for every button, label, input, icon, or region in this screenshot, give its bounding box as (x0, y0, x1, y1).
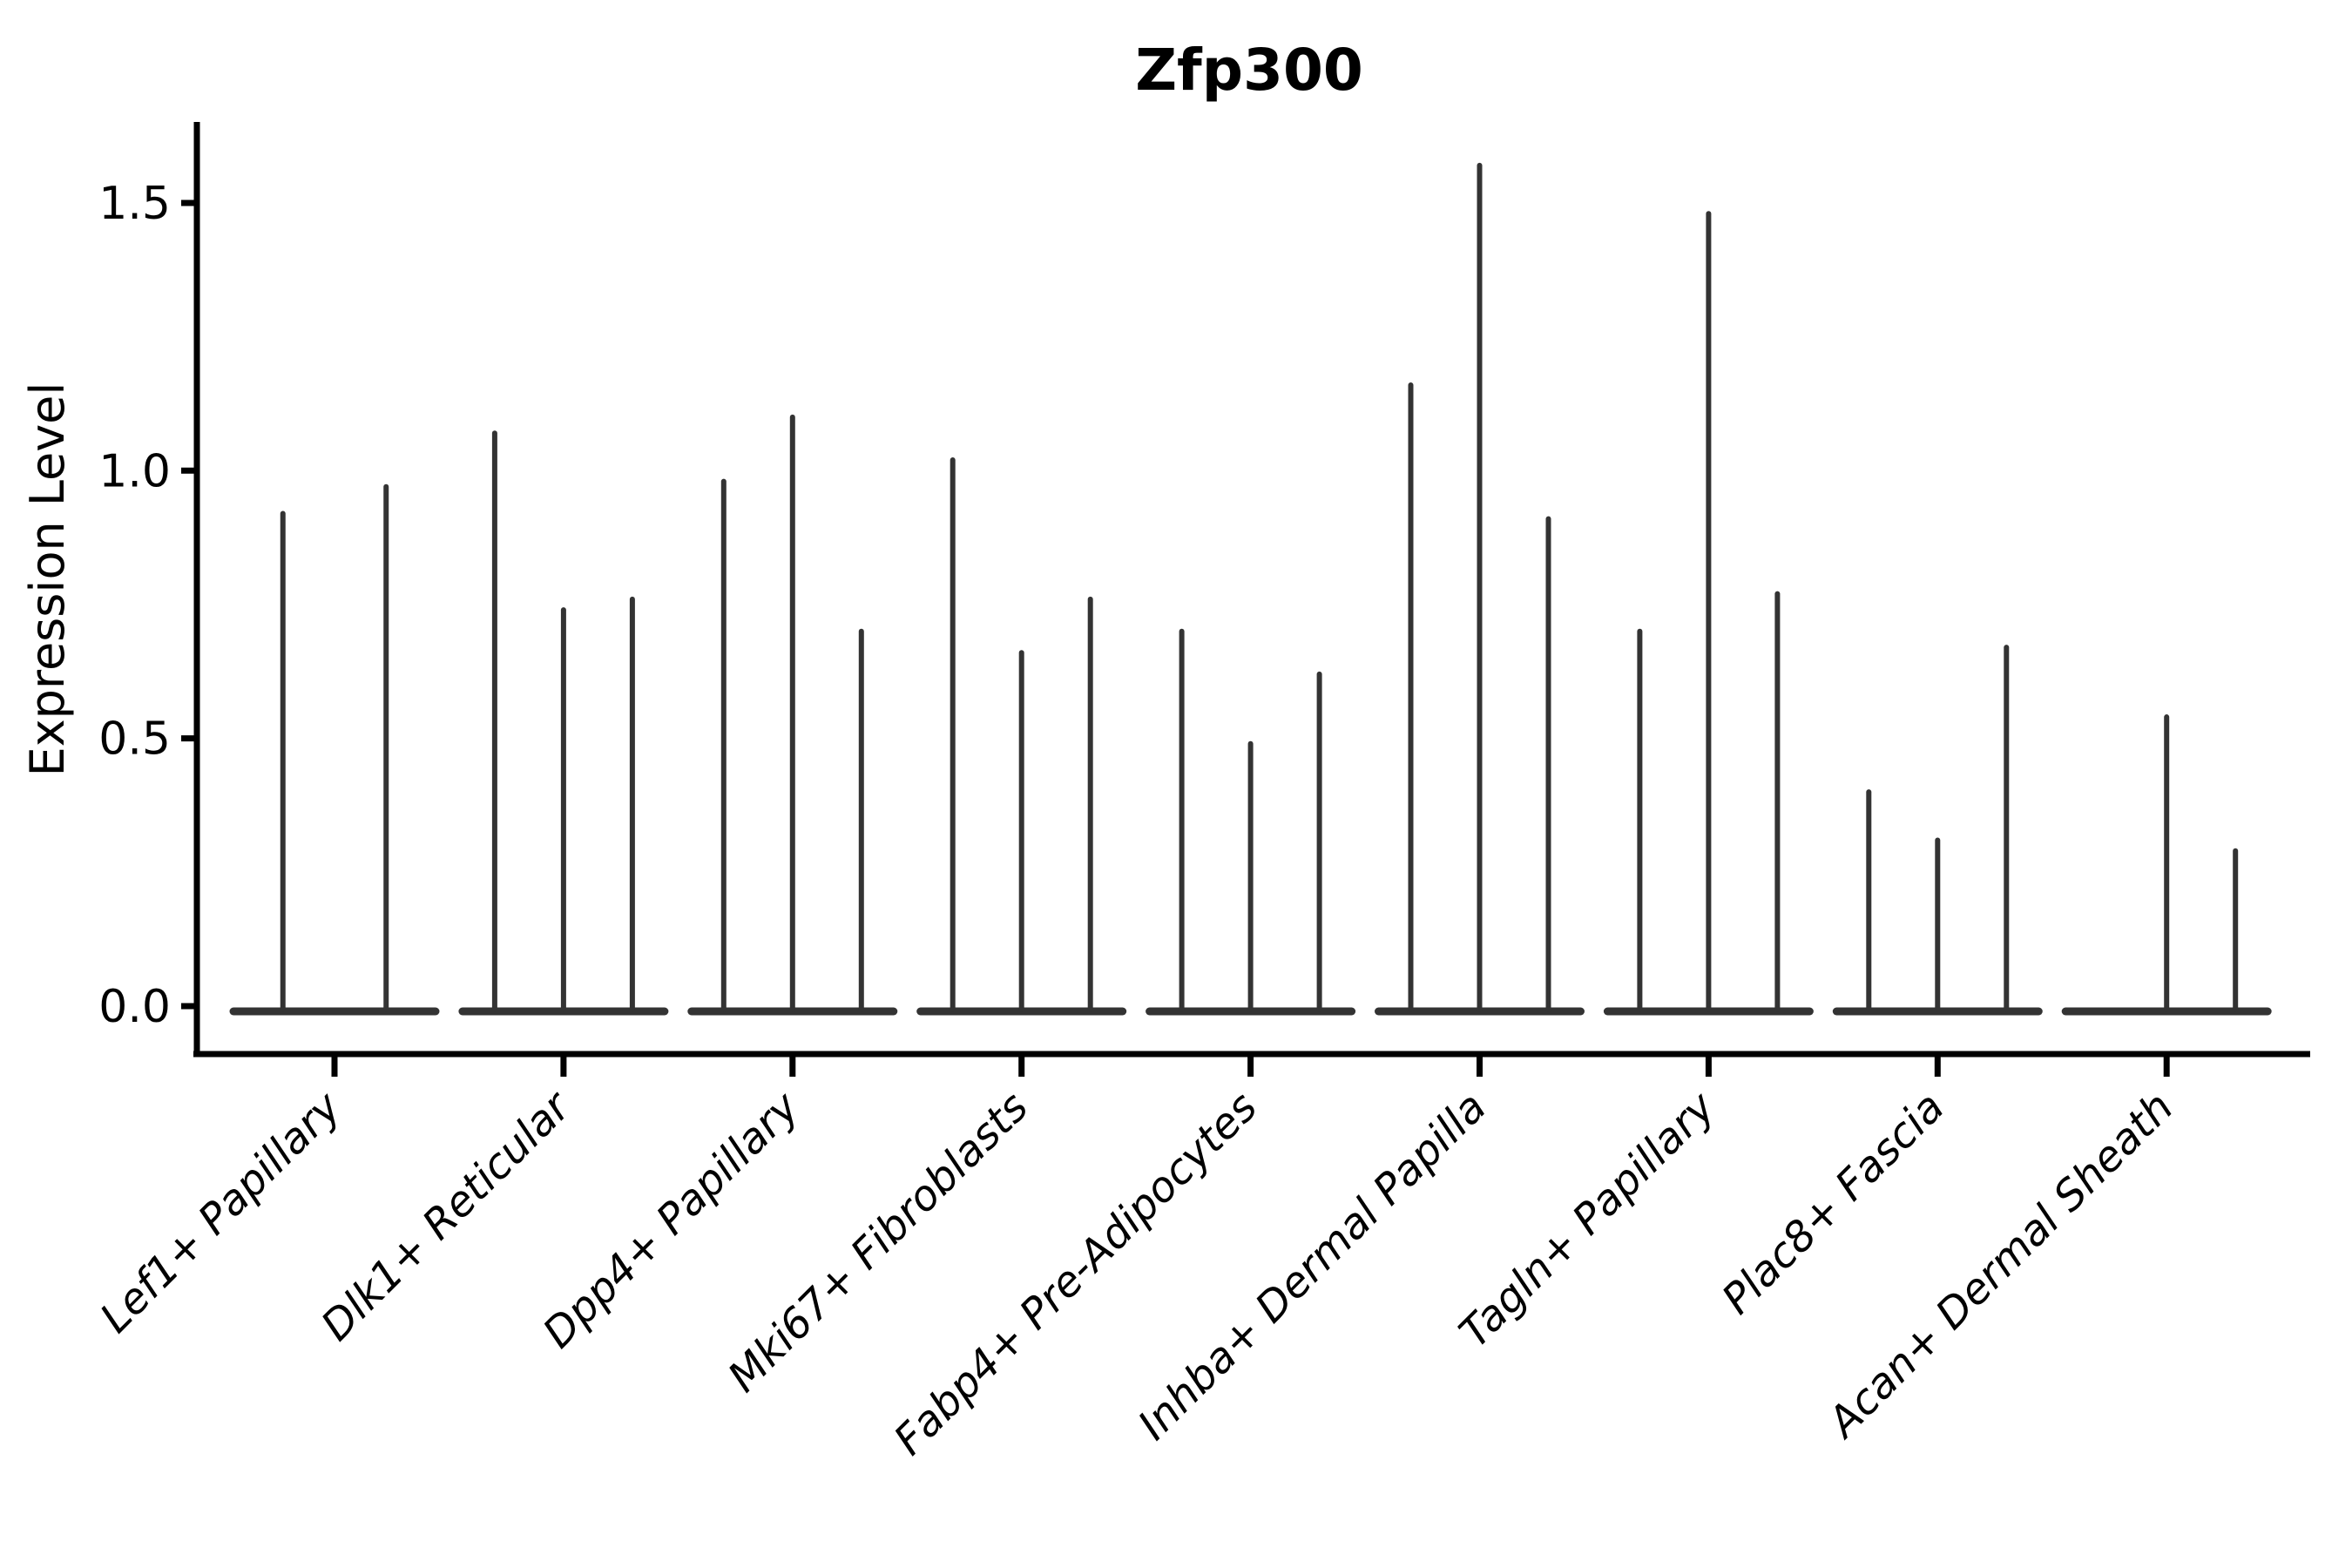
violin-group (1375, 162, 1585, 1016)
y-tick-label: 0.5 (98, 713, 171, 766)
violin-group (1832, 645, 2043, 1016)
violin-group (2061, 714, 2272, 1016)
violin-group (458, 430, 669, 1016)
violin-group (229, 483, 440, 1016)
y-axis-label: Expression Level (20, 382, 75, 777)
violin-group (1146, 628, 1356, 1016)
y-tick-label: 1.0 (98, 445, 171, 497)
y-tick-label: 1.5 (98, 178, 171, 230)
violin-group (916, 457, 1127, 1016)
violin-layer (229, 162, 2272, 1016)
axes-layer (181, 122, 2310, 1077)
y-tick-label: 0.0 (98, 981, 171, 1033)
violin-group (687, 414, 898, 1016)
violin-group (1603, 211, 1814, 1016)
violin-base (229, 1007, 440, 1016)
chart-title: Zfp300 (1135, 37, 1363, 104)
